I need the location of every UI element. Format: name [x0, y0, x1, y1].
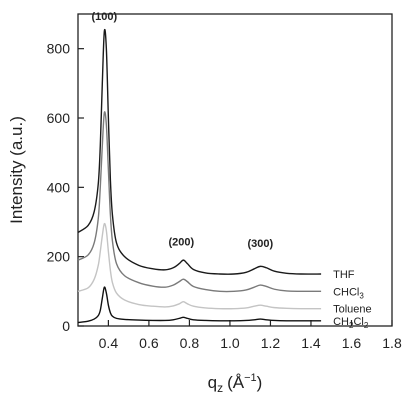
plot-frame — [77, 13, 393, 327]
y-axis-title: Intensity (a.u.) — [7, 116, 26, 224]
peak-labels: (100) (200) (300) — [91, 11, 273, 250]
peak-label: (300) — [247, 238, 273, 250]
series-label-chcl3: CHCl3 — [333, 286, 364, 300]
x-tick-label: 1.2 — [261, 335, 281, 351]
series-label-toluene: Toluene — [333, 304, 372, 316]
y-tick-label: 0 — [62, 318, 70, 334]
y-tick-label: 800 — [47, 41, 71, 57]
peak-label: (200) — [168, 236, 194, 248]
x-tick-label: 1.4 — [301, 335, 321, 351]
x-tick-label: 1.8 — [382, 335, 402, 351]
x-tick-label: 1.6 — [342, 335, 362, 351]
series-line-thf — [77, 28, 322, 275]
y-tick-label: 400 — [47, 179, 71, 195]
series-layer — [77, 28, 322, 324]
peak-label: (100) — [91, 11, 117, 23]
x-tick-label: 0.6 — [139, 335, 159, 351]
y-axis: 0 200 400 600 800 — [47, 41, 84, 334]
series-line-chcl3 — [77, 111, 322, 293]
series-label-ch2cl2: CH2Cl2 — [333, 316, 369, 330]
x-tick-label: 1.0 — [220, 335, 240, 351]
series-label-thf: THF — [333, 269, 355, 281]
x-axis-title: qz (Å−1) — [208, 372, 263, 395]
y-tick-label: 600 — [47, 110, 71, 126]
series-line-toluene — [77, 222, 322, 310]
x-axis: 0.4 0.6 0.8 1.0 1.2 1.4 1.6 1.8 — [99, 320, 402, 351]
x-tick-label: 0.4 — [99, 335, 119, 351]
x-tick-label: 0.8 — [180, 335, 200, 351]
y-tick-label: 200 — [47, 249, 71, 265]
series-line-ch2cl2 — [77, 286, 322, 324]
